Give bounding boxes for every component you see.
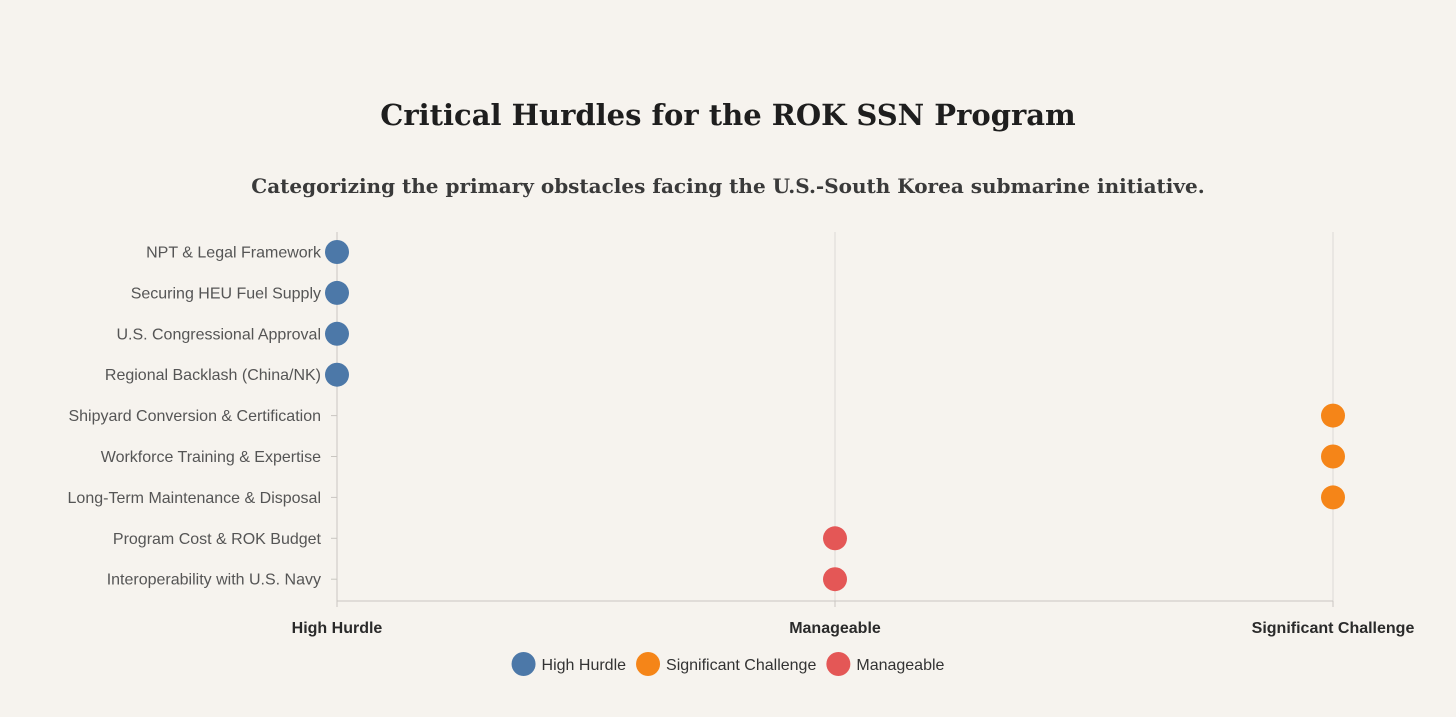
x-tick-label: Significant Challenge <box>1252 620 1415 637</box>
data-points <box>325 240 1345 592</box>
legend: High Hurdle Significant Challenge Manageab… <box>511 652 945 676</box>
x-tick-label: Manageable <box>789 620 881 637</box>
data-point <box>1321 444 1345 469</box>
legend-label: Significant Challenge <box>666 657 816 674</box>
y-tick-label: U.S. Congressional Approval <box>116 326 321 343</box>
data-point <box>1321 403 1345 428</box>
y-tick-label: Shipyard Conversion & Certification <box>68 408 321 425</box>
legend-swatch <box>511 652 536 676</box>
legend-swatch <box>636 652 661 676</box>
x-axis: High Hurdle Manageable Significant Challen… <box>292 601 1415 637</box>
legend-label: High Hurdle <box>542 657 627 674</box>
y-tick-label: Regional Backlash (China/NK) <box>105 367 321 384</box>
y-tick-label: Securing HEU Fuel Supply <box>131 285 321 302</box>
chart-title: Critical Hurdles for the ROK SSN Program <box>380 98 1076 132</box>
y-tick-label: Workforce Training & Expertise <box>101 449 321 466</box>
x-tick-label: High Hurdle <box>292 620 383 637</box>
data-point <box>823 567 847 592</box>
y-tick-label: Interoperability with U.S. Navy <box>107 572 321 589</box>
data-point <box>823 526 847 551</box>
chart-subtitle: Categorizing the primary obstacles facin… <box>251 174 1205 198</box>
data-point <box>325 240 349 264</box>
data-point <box>1321 485 1345 510</box>
y-axis: NPT & Legal Framework Securing HEU Fuel S… <box>68 245 337 589</box>
y-tick-label: Program Cost & ROK Budget <box>113 531 322 548</box>
y-tick-label: NPT & Legal Framework <box>146 245 322 262</box>
data-point <box>325 321 349 346</box>
y-tick-label: Long-Term Maintenance & Disposal <box>68 490 321 507</box>
legend-swatch <box>826 652 851 676</box>
data-point <box>325 362 349 387</box>
legend-label: Manageable <box>856 657 944 674</box>
data-point <box>325 280 349 305</box>
